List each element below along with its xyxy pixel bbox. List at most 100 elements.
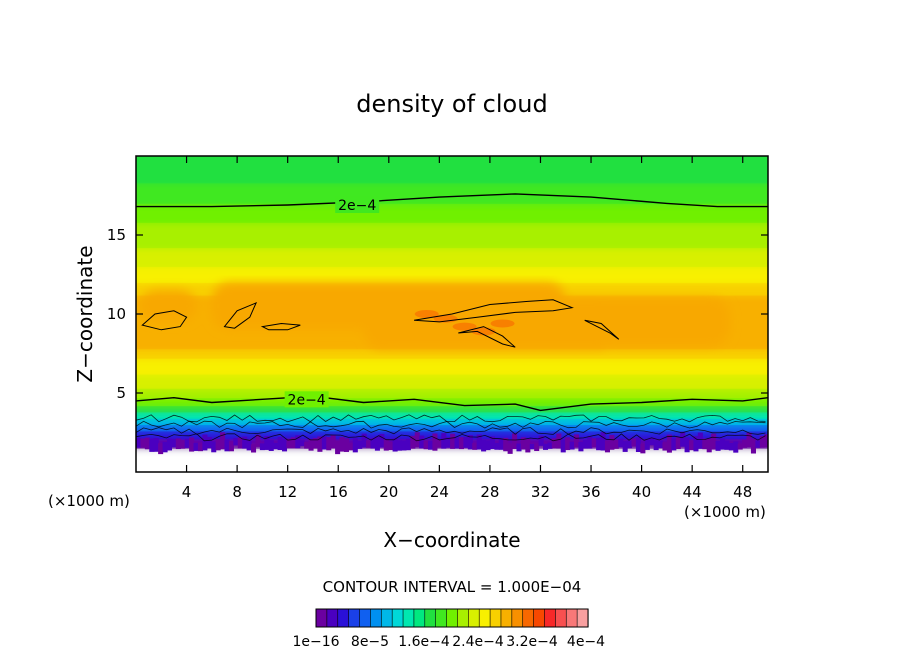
contour-noise-2: [136, 420, 766, 429]
colorbar-swatch-7: [391, 608, 404, 628]
ragged-base-cell: [450, 433, 456, 449]
band-blend-6: [136, 403, 768, 414]
ragged-base-cell: [414, 432, 420, 448]
ragged-base-cell: [481, 440, 487, 452]
ragged-base-cell: [507, 443, 513, 454]
ragged-base-cell: [312, 438, 319, 449]
ragged-base-cell: [370, 437, 376, 449]
band-blend-19: [136, 156, 768, 185]
ragged-base-cell: [693, 436, 699, 452]
ragged-base-cell: [295, 435, 301, 449]
ragged-base-cell: [206, 437, 212, 449]
contour-lower-2e-4: [136, 395, 768, 412]
band-blend-10: [136, 356, 768, 377]
ragged-base-cell: [755, 440, 761, 448]
ragged-base-cell: [304, 441, 310, 449]
ragged-base: [136, 431, 768, 455]
ragged-base-cell: [264, 436, 270, 450]
ragged-base-cell: [242, 436, 248, 449]
ragged-base-cell: [162, 441, 168, 453]
contour-cloud-5: [584, 319, 620, 340]
x-unit-left: (×1000 m): [48, 492, 130, 510]
ragged-base-cell: [405, 438, 411, 451]
band-blend-17: [136, 201, 768, 225]
ragged-base-cell: [423, 440, 429, 450]
ragged-base-cell: [401, 440, 407, 451]
ragged-base-cell: [246, 440, 252, 451]
ragged-base-cell: [635, 437, 641, 452]
band-blend-3: [136, 422, 768, 433]
ragged-base-cell: [733, 441, 739, 453]
colorbar: [315, 608, 589, 628]
ragged-base-cell: [742, 439, 748, 448]
ragged-base-cell: [697, 432, 703, 449]
ragged-base-cell: [538, 435, 544, 446]
ragged-base-cell: [317, 436, 323, 452]
ragged-base-cell: [658, 440, 664, 449]
ragged-base-cell: [397, 440, 403, 451]
contour-noise-3: [136, 414, 766, 423]
dense-spot-1: [452, 322, 477, 331]
colorbar-swatch-24: [576, 608, 589, 628]
ragged-base-cell: [445, 437, 451, 448]
contour-label-bg-0: [335, 196, 380, 213]
ragged-base-cell: [224, 439, 230, 452]
ragged-base-cell: [653, 440, 659, 451]
contour-label-1: 2e−4: [288, 392, 326, 408]
ragged-base-cell: [662, 442, 668, 451]
ragged-base-cell: [560, 439, 566, 453]
x-tick-label: 40: [632, 483, 651, 501]
contour-noise-0: [136, 433, 766, 442]
ragged-base-cell: [547, 442, 553, 449]
cloud-core-blob-0: [139, 290, 197, 322]
ragged-base-cell: [374, 436, 380, 451]
ragged-base-cell: [299, 440, 305, 447]
ragged-base-cell: [689, 440, 695, 451]
colorbar-swatch-20: [533, 608, 546, 628]
ragged-base-cell: [724, 440, 730, 450]
ragged-base-cell: [684, 437, 690, 453]
ragged-base-cell: [489, 436, 495, 450]
ragged-base-cell: [228, 441, 234, 452]
ragged-base-cell: [604, 440, 610, 453]
contour-upper-2e-4: [136, 193, 768, 208]
x-tick-label: 44: [683, 483, 702, 501]
ragged-base-cell: [184, 438, 190, 448]
ragged-base-cell: [764, 434, 768, 448]
ragged-base-cell: [587, 436, 593, 449]
colorbar-swatch-1: [326, 608, 339, 628]
band-blend-9: [136, 372, 768, 391]
x-tick-label: 8: [232, 483, 242, 501]
ragged-base-cell: [467, 435, 473, 450]
ragged-base-cell: [596, 437, 602, 451]
ragged-base-cell: [392, 438, 398, 452]
colorbar-labels: 1e−16 8e−5 1.6e−4 2.4e−4 3.2e−4 4e−4: [292, 634, 605, 650]
ragged-base-cell: [746, 432, 752, 448]
ragged-base-cell: [339, 437, 345, 452]
ragged-base-cell: [251, 444, 257, 453]
x-tick-label: 16: [329, 483, 348, 501]
ragged-base-cell: [706, 438, 712, 453]
colorbar-swatch-2: [337, 608, 350, 628]
ragged-base-cell: [326, 437, 332, 451]
ragged-base-cell: [728, 442, 734, 451]
ragged-base-cell: [573, 434, 580, 448]
ragged-base-cell: [680, 431, 686, 447]
colorbar-label-4: 3.2e−4: [506, 634, 558, 650]
ragged-base-cell: [357, 440, 363, 449]
ragged-base-cell: [388, 441, 394, 451]
x-tick-label: 32: [531, 483, 550, 501]
ragged-base-cell: [534, 443, 540, 452]
ragged-base-cell: [520, 437, 526, 450]
ragged-base-cell: [759, 435, 765, 448]
y-tick-label: 15: [107, 226, 126, 244]
ragged-base-cell: [149, 438, 155, 452]
colorbar-swatch-10: [424, 608, 437, 628]
ragged-base-cell: [153, 438, 159, 452]
ragged-base-cell: [640, 443, 646, 454]
colorbar-swatch-8: [402, 608, 415, 628]
y-axis-ticks: 5 10 15: [107, 226, 768, 402]
ragged-base-cell: [419, 435, 425, 449]
ragged-base-cell: [197, 442, 203, 452]
ragged-base-cell: [715, 440, 721, 451]
